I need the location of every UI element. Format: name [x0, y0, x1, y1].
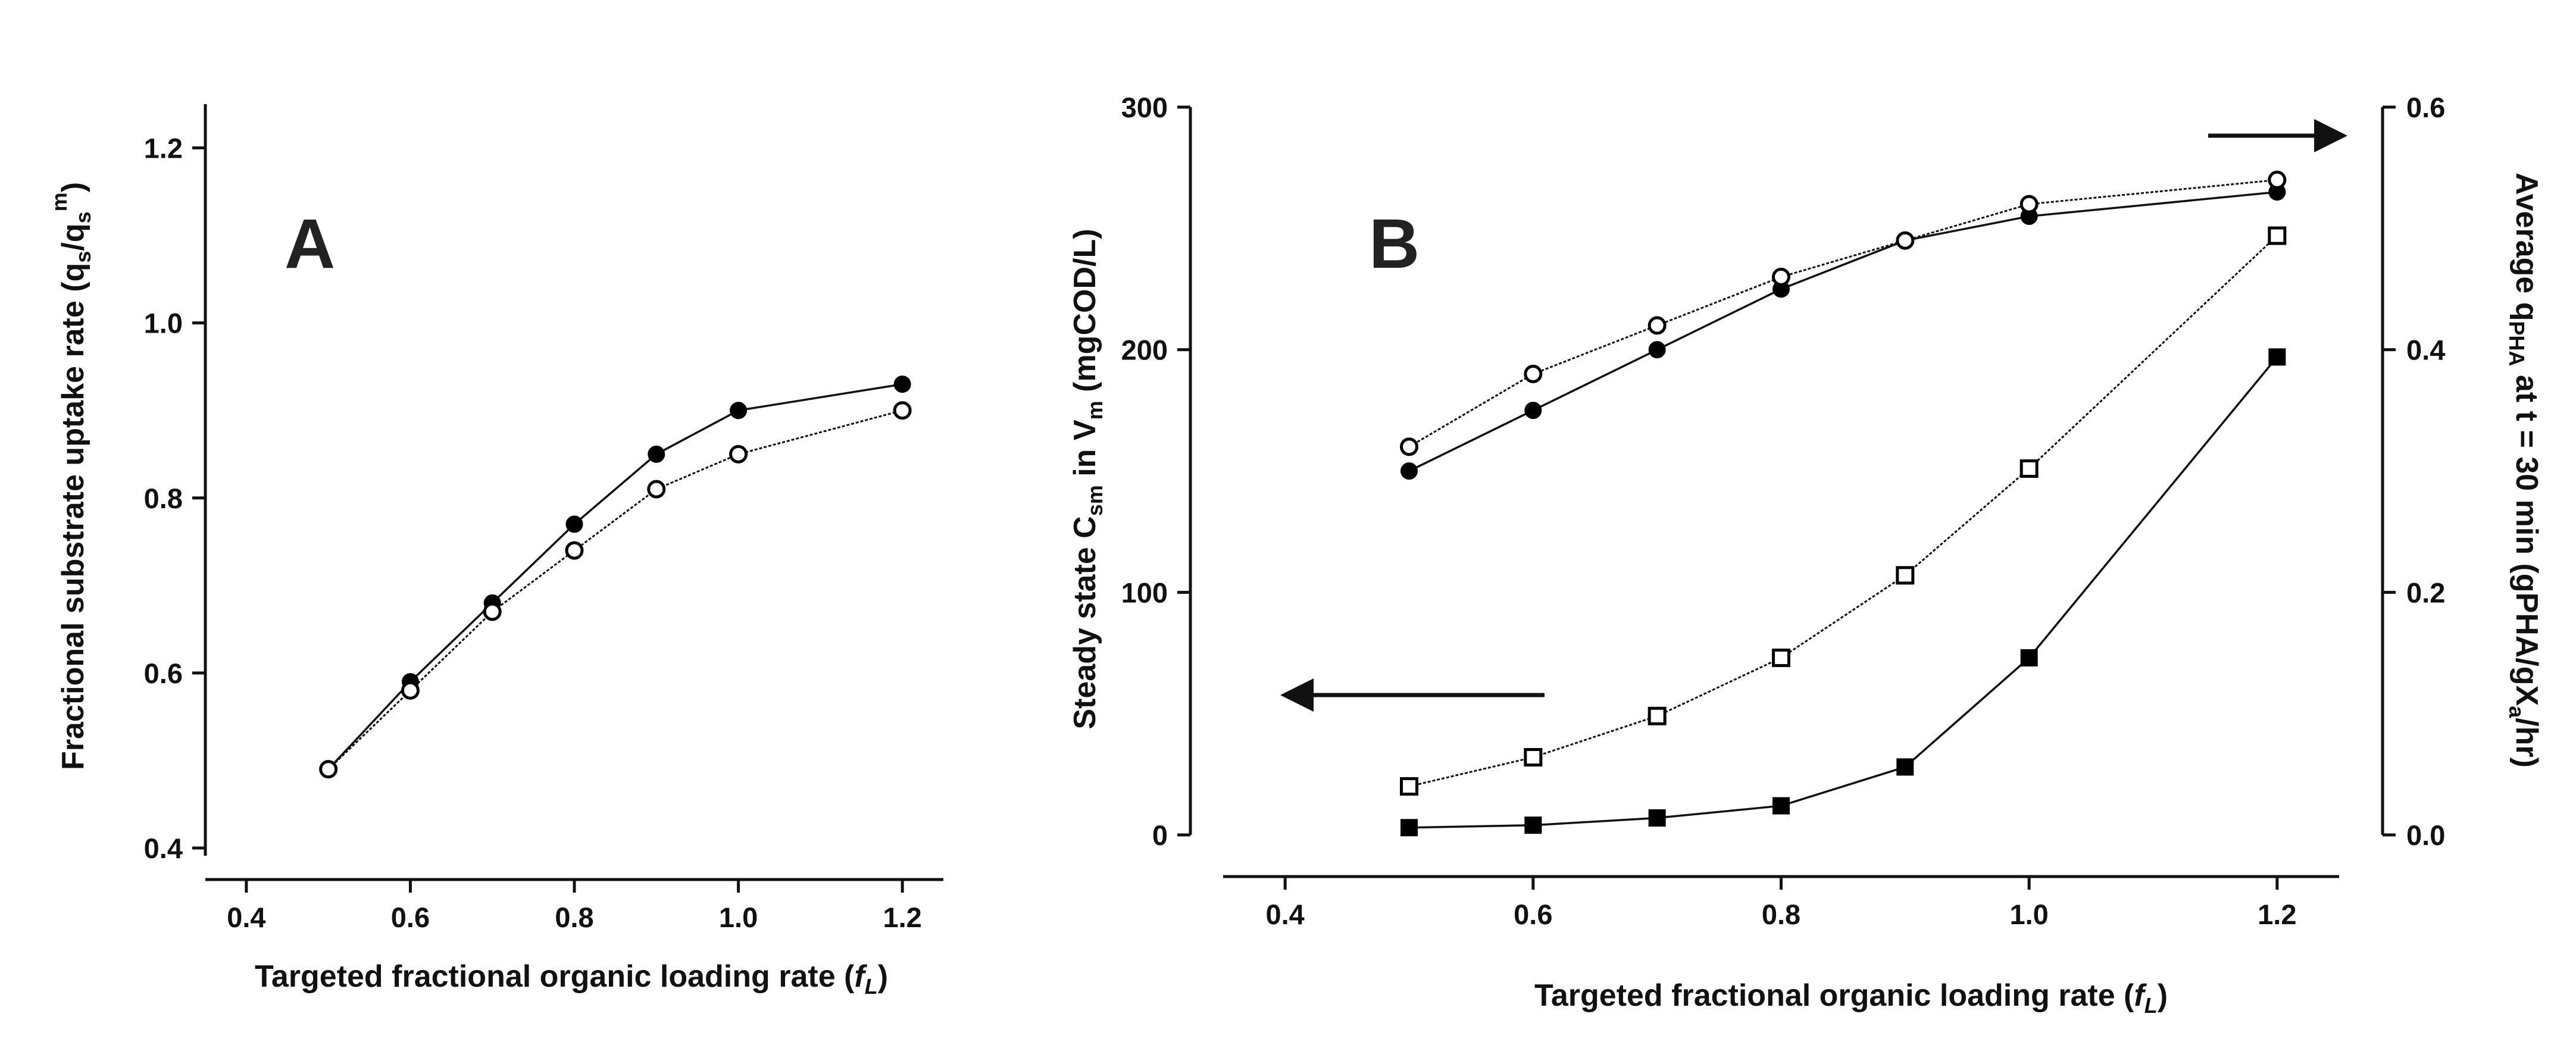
A-y-tick-label: 0.8: [144, 483, 183, 514]
panel-a-y-axis-title: Fractional substrate uptake rate (qs/qsm…: [47, 182, 95, 770]
A-point-open-circle: [893, 401, 912, 420]
panel-a-x-axis-title: Targeted fractional organic loading rate…: [255, 959, 888, 999]
B-y2-tick-label: 0.4: [2406, 334, 2445, 366]
B-point-filled-square: [1772, 797, 1790, 815]
A-x-tick-label: 1.0: [719, 902, 758, 933]
panel-b-x-axis-title: Targeted fractional organic loading rate…: [1534, 978, 2168, 1018]
B-y2-tick-label: 0.6: [2406, 92, 2445, 123]
A-point-open-circle: [647, 480, 666, 499]
B-point-filled-square: [1400, 819, 1418, 837]
B-y2-tick-label: 0.0: [2406, 819, 2445, 851]
A-y-tick-label: 1.0: [144, 308, 183, 339]
B-point-open-circle: [1647, 316, 1667, 335]
panel-b-y-axis-title: Steady state Csm in Vm (mgCOD/L): [1068, 229, 1107, 729]
B-y-tick-label: 0: [1152, 819, 1168, 851]
panel-b-markers: [1400, 170, 2287, 837]
A-y-tick-label: 0.6: [144, 658, 183, 689]
A-point-filled-circle: [565, 515, 583, 533]
B-point-filled-square: [1524, 816, 1542, 834]
A-y-tick-label: 1.2: [144, 133, 183, 164]
panel-b-axes: 0.4 0.6 0.8 1.0 1.2 0 100 200 300 0.0 0.2 0.4 0.6: [1121, 92, 2446, 930]
B-point-open-square: [2019, 459, 2039, 478]
panel-b-lines: [1408, 179, 2278, 829]
B-point-open-square: [1772, 648, 1790, 667]
B-x-tick-label: 0.8: [1762, 899, 1800, 930]
panel-b-letter: B: [1369, 205, 1420, 283]
A-x-tick-label: 0.8: [555, 902, 593, 933]
B-y-tick-label: 200: [1121, 334, 1168, 366]
B-point-open-circle: [2019, 195, 2039, 214]
B-point-filled-circle: [1400, 462, 1418, 480]
B-x-tick-label: 1.0: [2009, 899, 2048, 930]
B-point-filled-circle: [1648, 341, 1666, 359]
B-point-open-square: [1400, 777, 1418, 796]
B-point-filled-square: [1896, 758, 1914, 776]
B-point-open-circle: [2268, 170, 2287, 189]
B-point-open-circle: [1400, 437, 1418, 456]
panel-a: 0.4 0.6 0.8 1.0 1.2 0.4 0.6 0.8 1.0 1.2 A Targete…: [47, 104, 943, 999]
B-point-filled-square: [2268, 348, 2286, 366]
B-y2-tick-label: 0.2: [2406, 577, 2445, 608]
B-point-open-square: [1647, 706, 1667, 725]
B-point-filled-circle: [1524, 402, 1542, 420]
A-point-open-circle: [401, 681, 420, 700]
B-series-line-filled-circle: [1408, 190, 2278, 473]
A-point-open-circle: [319, 760, 338, 779]
B-point-open-circle: [1524, 364, 1543, 383]
A-point-filled-circle: [893, 376, 911, 393]
B-point-open-square: [1896, 566, 1915, 585]
B-point-open-square: [2268, 226, 2287, 245]
B-x-tick-label: 0.6: [1514, 899, 1552, 930]
A-x-tick-label: 0.4: [227, 902, 265, 933]
A-point-open-circle: [565, 541, 584, 560]
B-point-open-circle: [1896, 231, 1915, 250]
A-x-tick-label: 1.2: [883, 902, 921, 933]
B-point-open-square: [1524, 748, 1543, 767]
panel-a-axes: 0.4 0.6 0.8 1.0 1.2 0.4 0.6 0.8 1.0 1.2: [144, 104, 943, 933]
A-series-line-open-circle: [327, 409, 903, 770]
panel-a-markers: [319, 376, 912, 779]
A-point-filled-circle: [730, 402, 748, 420]
panel-a-lines: [327, 383, 903, 770]
panel-b-y2-axis-title: Average qPHA at t = 30 min (gPHA/gXa/hr): [2505, 173, 2544, 768]
B-series-line-open-square: [1409, 234, 2278, 787]
B-x-tick-label: 0.4: [1265, 899, 1304, 930]
A-point-open-circle: [483, 602, 502, 621]
A-point-open-circle: [729, 445, 748, 464]
B-y-tick-label: 300: [1121, 92, 1168, 123]
B-y-tick-label: 100: [1121, 577, 1168, 608]
B-point-filled-square: [2020, 649, 2038, 666]
A-x-tick-label: 0.6: [391, 902, 430, 933]
B-point-filled-square: [1648, 809, 1666, 827]
B-x-tick-label: 1.2: [2258, 899, 2296, 930]
panel-a-letter: A: [285, 205, 335, 283]
A-point-filled-circle: [648, 445, 665, 463]
A-y-tick-label: 0.4: [144, 833, 183, 864]
A-series-line-filled-circle: [327, 383, 903, 770]
B-point-open-circle: [1772, 267, 1790, 286]
